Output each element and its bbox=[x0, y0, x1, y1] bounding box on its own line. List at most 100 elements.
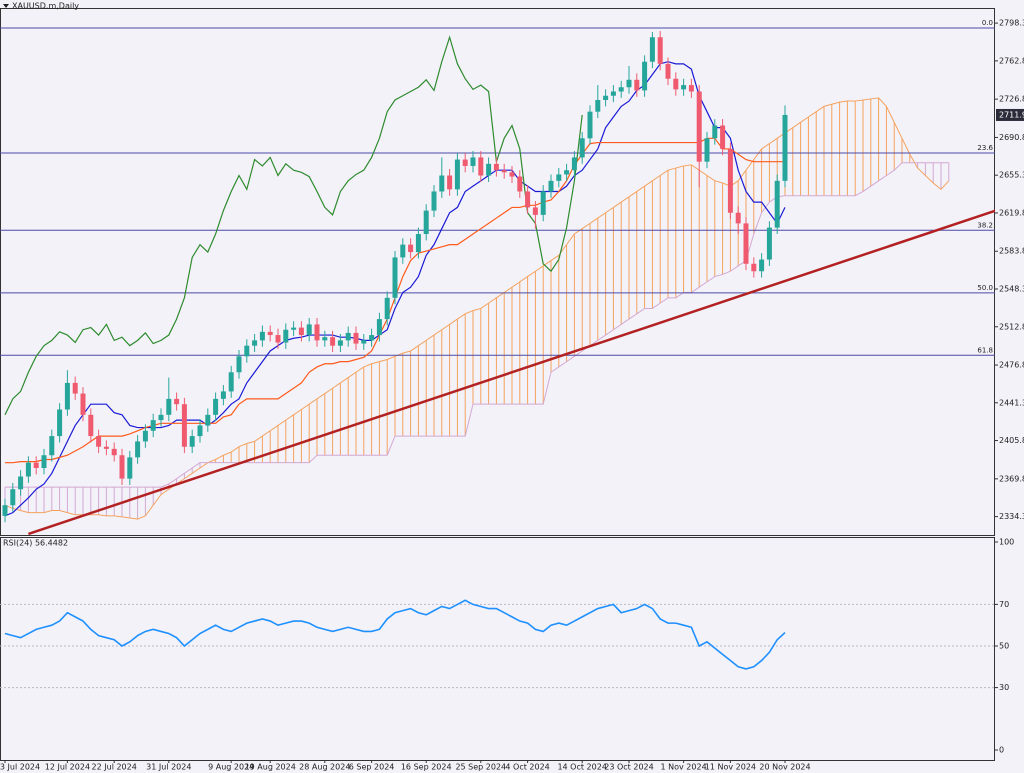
candle-body bbox=[626, 79, 632, 88]
senkou-span-b bbox=[5, 162, 949, 488]
axes: 2798.30 2762.80 2726.80 2690.80 2655.30 2619.… bbox=[0, 19, 1024, 772]
candle-body bbox=[532, 207, 538, 215]
x-tick-label: 14 Oct 2024 bbox=[557, 763, 606, 772]
x-tick-label: 28 Aug 2024 bbox=[299, 763, 350, 772]
candle-body bbox=[369, 335, 375, 341]
y-tick-label: 2405.80 bbox=[999, 436, 1024, 445]
candle-body bbox=[595, 99, 601, 112]
candle-body bbox=[259, 331, 265, 341]
x-tick-label: 23 Oct 2024 bbox=[604, 763, 653, 772]
candle-body bbox=[72, 382, 78, 394]
x-tick-label: 1 Nov 2024 bbox=[661, 763, 707, 772]
y-tick-label: 2334.30 bbox=[999, 512, 1024, 521]
candle-body bbox=[392, 257, 398, 298]
candle-body bbox=[330, 337, 336, 346]
candle-body bbox=[181, 404, 187, 447]
candle-body bbox=[712, 125, 718, 139]
x-tick-label: 31 Jul 2024 bbox=[146, 763, 191, 772]
y-tick-label: 2369.80 bbox=[999, 474, 1024, 483]
candle-body bbox=[267, 331, 273, 336]
candle-body bbox=[10, 489, 16, 506]
y-tick-label: 70 bbox=[999, 600, 1009, 609]
main-panel-frame bbox=[0, 8, 995, 536]
y-tick-label: 2798.30 bbox=[999, 19, 1024, 28]
y-tick-label: 2583.80 bbox=[999, 247, 1024, 256]
fib-label: 61.8 bbox=[977, 346, 993, 354]
candle-body bbox=[88, 414, 94, 437]
x-tick-label: 25 Sep 2024 bbox=[455, 763, 506, 772]
last-price-box bbox=[996, 108, 1024, 121]
rsi-panel-frame bbox=[0, 537, 995, 761]
candle-body bbox=[423, 210, 429, 235]
candle-body bbox=[509, 172, 515, 177]
x-tick-label: 6 Sep 2024 bbox=[349, 763, 395, 772]
candle-body bbox=[345, 332, 351, 341]
candle-body bbox=[244, 345, 250, 357]
candle-body bbox=[556, 174, 562, 181]
candle-body bbox=[657, 37, 663, 64]
candle-body bbox=[41, 455, 47, 468]
candle-body bbox=[774, 180, 780, 228]
candle-body bbox=[540, 191, 546, 215]
candle-body bbox=[189, 436, 195, 447]
candle-body bbox=[587, 111, 593, 139]
y-tick-label: 2726.80 bbox=[999, 95, 1024, 104]
menu-arrow-icon[interactable] bbox=[3, 4, 9, 8]
candle-body bbox=[291, 327, 297, 330]
y-tick-label: 50 bbox=[999, 642, 1009, 651]
x-tick-label: 12 Jul 2024 bbox=[45, 763, 90, 772]
fib-label: 23.6 bbox=[977, 144, 993, 152]
candle-body bbox=[470, 157, 476, 166]
y-tick-label: 0 bbox=[999, 746, 1004, 755]
candle-body bbox=[306, 324, 312, 336]
x-tick-label: 19 Aug 2024 bbox=[245, 763, 296, 772]
candle-body bbox=[64, 382, 70, 410]
candle-body bbox=[220, 391, 226, 399]
candle-body bbox=[18, 476, 24, 490]
y-tick-label: 2762.80 bbox=[999, 56, 1024, 65]
candle-body bbox=[236, 356, 242, 373]
candle-body bbox=[127, 457, 133, 479]
candle-body bbox=[447, 175, 453, 190]
candle-body bbox=[252, 340, 258, 346]
candle-body bbox=[525, 191, 531, 208]
candle-body bbox=[314, 324, 320, 341]
candle-body bbox=[103, 446, 109, 449]
candle-body bbox=[766, 227, 772, 260]
last-price-label: 2711.93 bbox=[999, 110, 1024, 119]
candle-body bbox=[751, 263, 757, 272]
candle-body bbox=[150, 420, 156, 431]
candle-body bbox=[501, 170, 507, 173]
candle-body bbox=[486, 163, 492, 176]
rsi-title: RSI(24) 56.4482 bbox=[3, 539, 68, 548]
candle-body bbox=[80, 393, 86, 415]
candle-body bbox=[376, 319, 382, 336]
candle-body bbox=[166, 398, 172, 415]
candle-body bbox=[517, 176, 523, 192]
x-tick-label: 3 Jul 2024 bbox=[0, 763, 40, 772]
candle-body bbox=[649, 37, 655, 62]
candle-body bbox=[642, 61, 648, 91]
y-tick-label: 2619.80 bbox=[999, 208, 1024, 217]
candle-body bbox=[205, 414, 211, 426]
candle-body bbox=[688, 85, 694, 92]
candle-body bbox=[408, 244, 414, 253]
candle-body bbox=[400, 244, 406, 258]
main-plot: 0.0 23.6 38.2 50.0 61.8 bbox=[0, 19, 995, 535]
candle-body bbox=[49, 436, 55, 456]
indicator-line bbox=[4, 35, 583, 416]
candle-body bbox=[720, 125, 726, 149]
candle-body bbox=[337, 340, 343, 346]
candle-body bbox=[361, 340, 367, 344]
candle-body bbox=[96, 436, 102, 447]
candle-body bbox=[704, 138, 710, 162]
x-tick-label: 16 Sep 2024 bbox=[401, 763, 452, 772]
senkou-span-a bbox=[4, 97, 950, 520]
fib-label: 0.0 bbox=[982, 19, 993, 27]
candle-body bbox=[57, 409, 63, 437]
y-tick-label: 30 bbox=[999, 683, 1009, 692]
candle-body bbox=[142, 430, 148, 442]
y-tick-label: 2476.80 bbox=[999, 361, 1024, 370]
